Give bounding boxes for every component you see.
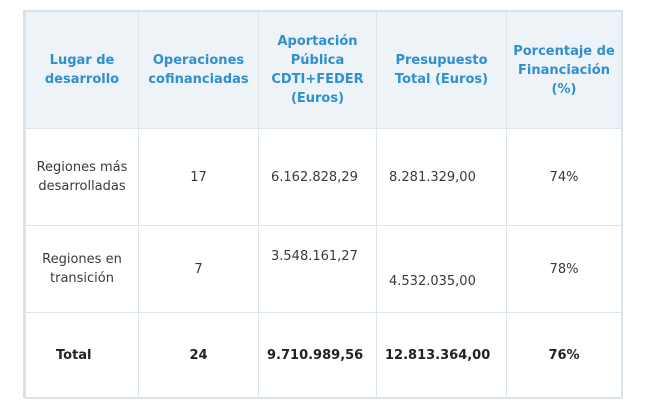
cell-porcentaje: 78% <box>506 225 622 313</box>
cell-total-aportacion: 9.710.989,56 <box>258 312 377 399</box>
header-operaciones: Operaciones cofinanciadas <box>138 11 259 129</box>
cell-lugar: Regiones en transición <box>25 225 139 313</box>
cell-aportacion: 3.548.161,27 <box>258 225 377 313</box>
cell-presupuesto: 8.281.329,00 <box>376 128 507 226</box>
header-lugar: Lugar de desarrollo <box>25 11 139 129</box>
cell-aportacion: 6.162.828,29 <box>258 128 377 226</box>
cell-total-porcentaje: 76% <box>506 312 622 399</box>
financing-table-frame: Lugar de desarrollo Operaciones cofinanc… <box>23 10 623 399</box>
financing-table: Lugar de desarrollo Operaciones cofinanc… <box>25 11 622 399</box>
table-total-row: Total 24 9.710.989,56 12.813.364,00 76% <box>25 312 622 399</box>
cell-porcentaje: 74% <box>506 128 622 226</box>
table-row: Regiones en transición 7 3.548.161,27 4.… <box>25 225 622 313</box>
cell-total-operaciones: 24 <box>138 312 259 399</box>
header-aportacion: Aportación Pública CDTI+FEDER (Euros) <box>258 11 377 129</box>
cell-lugar: Regiones más desarrolladas <box>25 128 139 226</box>
table-row: Regiones más desarrolladas 17 6.162.828,… <box>25 128 622 226</box>
cell-total-label: Total <box>25 312 139 399</box>
cell-operaciones: 7 <box>138 225 259 313</box>
cell-presupuesto: 4.532.035,00 <box>376 225 507 313</box>
header-porcentaje: Porcentaje de Financiación (%) <box>506 11 622 129</box>
table-header-row: Lugar de desarrollo Operaciones cofinanc… <box>25 11 622 129</box>
header-presupuesto: Presupuesto Total (Euros) <box>376 11 507 129</box>
cell-total-presupuesto: 12.813.364,00 <box>376 312 507 399</box>
cell-operaciones: 17 <box>138 128 259 226</box>
